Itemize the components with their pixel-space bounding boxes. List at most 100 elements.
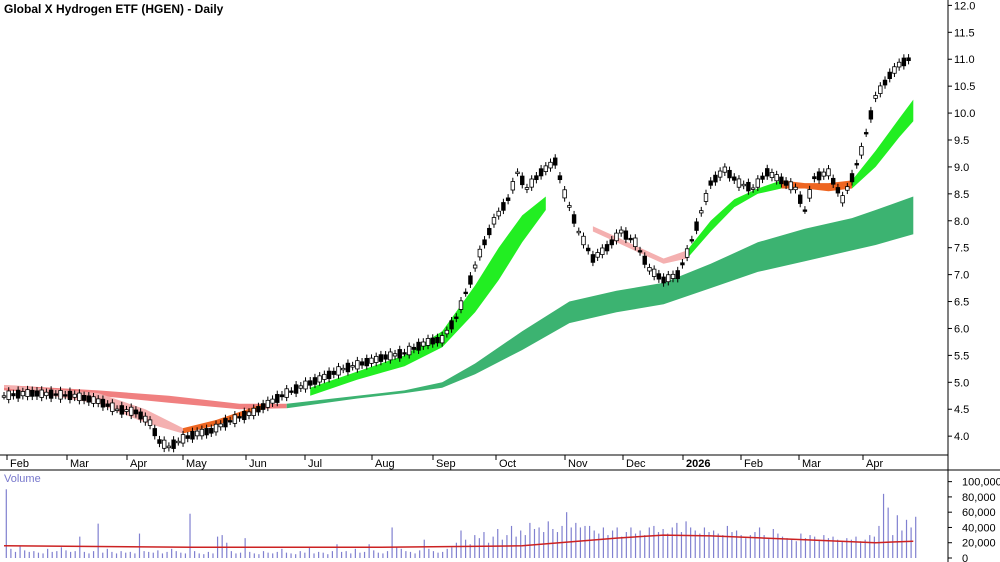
candle-body (110, 402, 115, 412)
month-label: Jul (308, 458, 322, 470)
candle-body (538, 168, 544, 177)
candle-body (303, 380, 308, 390)
candle-body (449, 320, 454, 330)
candle-body (227, 420, 233, 423)
short-ma-band (687, 180, 782, 259)
candle-body (896, 61, 902, 68)
candle-body (402, 352, 407, 355)
candle-body (845, 186, 850, 191)
candle-body (312, 377, 318, 385)
candle-body (520, 175, 525, 186)
candle-body (58, 390, 63, 400)
candle-body (138, 411, 143, 420)
candle-body (694, 221, 699, 231)
candle-body (260, 403, 266, 410)
candle-body (185, 435, 190, 439)
candle-body (892, 66, 897, 74)
candle-body (812, 176, 817, 180)
candle-body (830, 177, 836, 185)
candle-body (689, 239, 695, 242)
price-tick-label: 4.5 (954, 404, 969, 416)
candle-body (887, 71, 892, 79)
price-tick-label: 11.0 (954, 54, 975, 66)
candle-body (515, 171, 520, 174)
candle-body (581, 235, 586, 246)
candle-body (501, 202, 506, 211)
month-label: Jun (249, 458, 267, 470)
candle-body (204, 428, 209, 436)
candle-body (604, 244, 610, 252)
candle-body (444, 329, 450, 335)
candle-body (713, 174, 718, 183)
candle-body (242, 411, 247, 421)
candle-body (176, 440, 181, 444)
candle-body (736, 178, 742, 188)
price-tick-label: 6.5 (954, 297, 969, 309)
candle-body (637, 250, 643, 253)
price-series (1, 54, 911, 453)
candle-body (656, 273, 662, 280)
candle-body (722, 166, 728, 173)
price-tick-label: 5.5 (954, 350, 969, 362)
candle-body (11, 393, 16, 397)
candle-body (496, 210, 501, 217)
candle-body (741, 183, 746, 187)
candle-body (6, 390, 11, 400)
candle-body (1, 395, 7, 398)
volume-axis: 100,000 80,000 60,000 40,000 20,000 0 (948, 477, 1000, 562)
candle-body (171, 439, 176, 449)
candle-body (147, 419, 153, 426)
candle-body (576, 230, 581, 234)
candle-body (218, 423, 223, 428)
month-label: Oct (499, 458, 516, 470)
candle-body (760, 175, 765, 180)
candle-body (755, 178, 761, 188)
candle-body (326, 370, 332, 380)
candle-body (77, 392, 82, 402)
candle-body (826, 168, 831, 177)
candle-body (774, 174, 779, 182)
candle-body (590, 254, 596, 263)
candle-body (279, 394, 285, 398)
candle-body (840, 195, 845, 204)
candle-body (769, 172, 775, 178)
candle-body (458, 300, 464, 310)
candle-body (783, 180, 789, 186)
candle-body (543, 165, 549, 172)
candle-body (20, 391, 26, 397)
candle-body (439, 335, 445, 344)
candle-body (199, 428, 205, 437)
month-label: May (186, 458, 207, 470)
price-tick-label: 6.0 (954, 323, 969, 335)
price-tick-label: 9.0 (954, 162, 969, 174)
candle-body (557, 175, 563, 181)
candle-body (48, 389, 54, 399)
candle-body (571, 214, 577, 224)
candle-body (67, 390, 73, 401)
candle-body (477, 248, 483, 258)
candle-body (265, 399, 271, 408)
candle-body (534, 175, 539, 181)
candle-body (746, 181, 751, 192)
month-label: Aug (375, 458, 395, 470)
candle-body (750, 187, 756, 190)
candle-body (586, 247, 591, 252)
candle-body (548, 161, 553, 169)
candle-body (633, 237, 638, 248)
candle-body (661, 276, 666, 284)
candle-body (807, 189, 812, 199)
candle-body (406, 345, 412, 356)
candle-body (383, 354, 388, 360)
candle-body (816, 171, 822, 181)
candle-body (901, 57, 907, 67)
candle-body (152, 428, 157, 437)
candle-body (114, 408, 120, 411)
price-tick-label: 8.5 (954, 189, 969, 201)
candle-body (355, 360, 360, 370)
short-ma-band (852, 99, 914, 189)
candle-body (96, 398, 101, 404)
price-tick-label: 10.5 (954, 81, 975, 93)
price-axis: 12.0 11.5 11.0 10.5 10.0 9.5 9.0 8.5 8.0 7.5 7.0 6.… (948, 0, 975, 443)
candle-body (246, 411, 252, 416)
candle-body (251, 407, 256, 416)
